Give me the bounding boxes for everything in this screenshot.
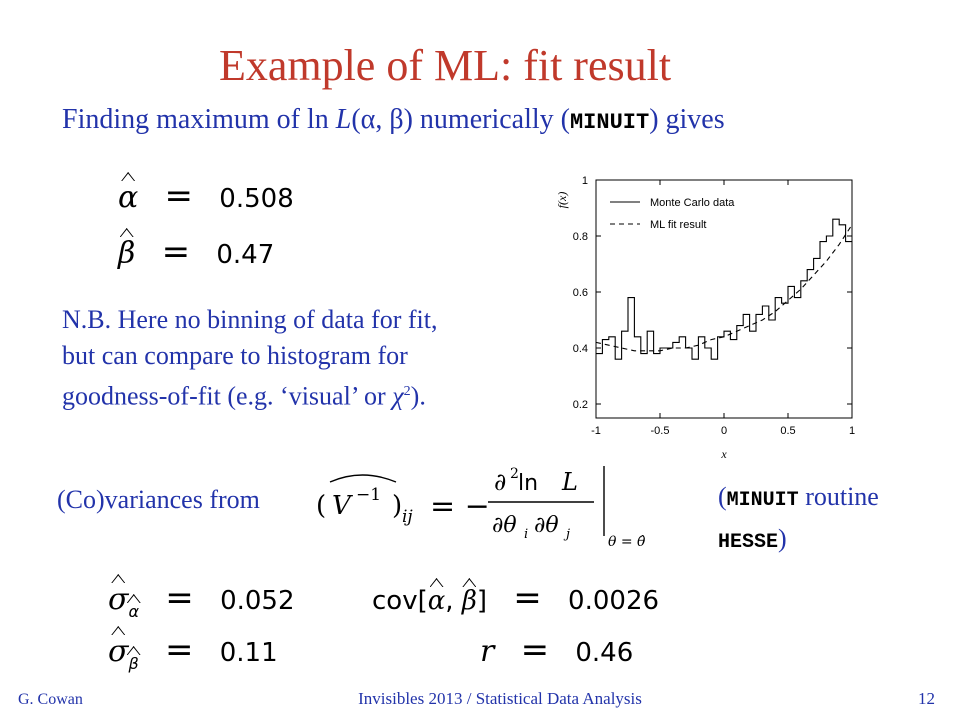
svg-text:∂θ: ∂θ <box>534 513 559 538</box>
sigma-alpha-value: 0.052 <box>220 586 295 616</box>
formula-v: V <box>332 491 353 521</box>
y-tick-label: 0.8 <box>573 231 588 243</box>
beta-hat-symbol: β <box>118 236 136 271</box>
x-tick-label: -0.5 <box>651 425 670 437</box>
hesse-note: (MINUIT routine HESSE) <box>718 482 879 554</box>
hesse-label: HESSE <box>718 531 779 554</box>
nb-note: N.B. Here no binning of data for fit, bu… <box>62 305 438 411</box>
alpha-hat-symbol: α <box>118 180 139 215</box>
y-tick-label: 0.2 <box>573 399 588 411</box>
x-tick-label: 0.5 <box>780 425 795 437</box>
footer-page-number: 12 <box>918 689 935 708</box>
x-axis-label: x <box>720 447 727 461</box>
svg-text:(: ( <box>316 491 326 521</box>
svg-text:∂: ∂ <box>494 468 506 496</box>
svg-text:): ) <box>392 491 402 521</box>
svg-text:j: j <box>563 527 570 542</box>
covariance-label: (Co)variances from <box>57 485 260 514</box>
sigma-beta-result: σβ = 0.11 <box>108 630 278 673</box>
r-value: 0.46 <box>575 638 634 668</box>
svg-text:2: 2 <box>510 466 519 482</box>
sigma-beta-value: 0.11 <box>219 638 278 668</box>
footer-course: Invisibles 2013 / Statistical Data Analy… <box>358 689 642 708</box>
legend-label-data: Monte Carlo data <box>650 197 735 209</box>
svg-text:θ = θ̂: θ = θ̂ <box>608 534 646 550</box>
fit-curve <box>595 224 853 352</box>
intro-text: Finding maximum of ln L(α, β) numericall… <box>62 104 725 135</box>
correlation-result: r = 0.46 <box>480 630 634 670</box>
svg-text:∂θ: ∂θ <box>492 513 517 538</box>
sigma-alpha-result: σα = 0.052 <box>108 578 295 621</box>
footer-author: G. Cowan <box>18 691 83 708</box>
beta-value: 0.47 <box>216 240 275 270</box>
minuit-label: MINUIT <box>569 110 650 135</box>
y-tick-label: 0.6 <box>573 287 588 299</box>
formula-equals: = − <box>430 489 490 524</box>
fit-histogram-chart: -1 -0.5 0 0.5 1 0.2 0.4 0.6 0.8 1 x f(x) Monte Carlo… <box>555 175 855 461</box>
x-tick-label: 1 <box>849 425 855 437</box>
cov-value: 0.0026 <box>568 586 660 616</box>
svg-text:ij: ij <box>402 507 413 527</box>
alpha-value: 0.508 <box>219 184 294 214</box>
hesse-formula: ( V −1 ) ij = − ∂ 2 ln L ∂θ i ∂θ j θ = θ… <box>316 466 646 550</box>
formula-exponent: −1 <box>356 485 381 505</box>
covariance-result: cov[α, β] = 0.0026 <box>372 578 660 618</box>
histogram-line <box>596 218 852 360</box>
beta-estimate: β = 0.47 <box>118 232 275 272</box>
minuit-label: MINUIT <box>726 489 799 512</box>
svg-text:ln: ln <box>518 471 538 496</box>
y-axis-label: f(x) <box>555 192 569 209</box>
svg-text:L: L <box>561 468 578 496</box>
svg-text:i: i <box>524 527 528 542</box>
slide-title: Example of ML: fit result <box>218 41 672 90</box>
legend-label-fit: ML fit result <box>650 219 706 231</box>
x-tick-label: -1 <box>591 425 601 437</box>
y-tick-label: 0.4 <box>573 343 588 355</box>
alpha-estimate: α = 0.508 <box>118 176 294 216</box>
y-tick-label: 1 <box>582 175 588 187</box>
x-tick-label: 0 <box>721 425 727 437</box>
